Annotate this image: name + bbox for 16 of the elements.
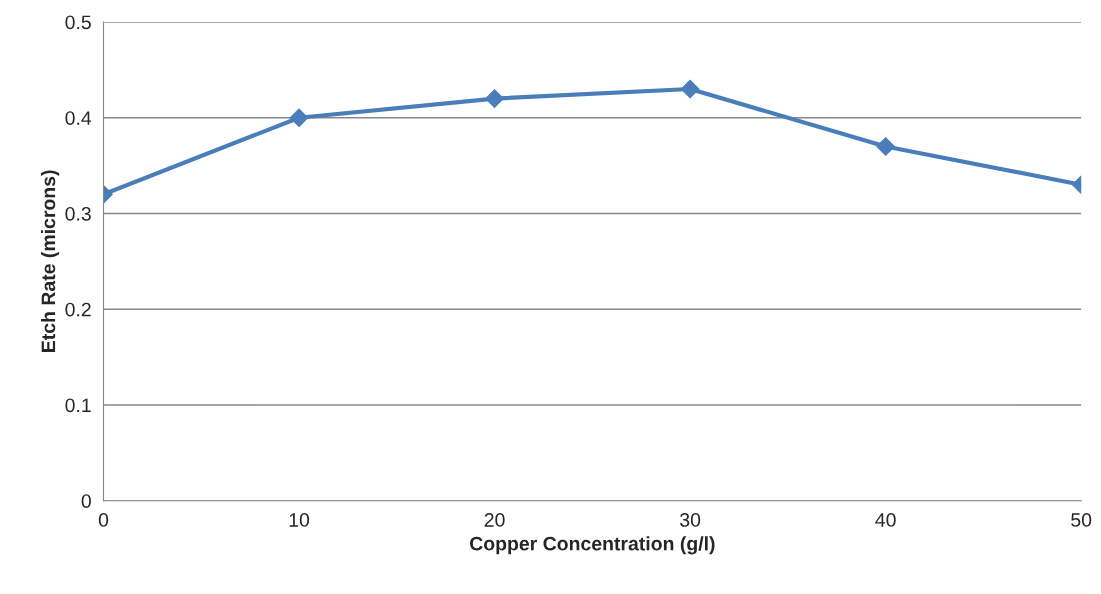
x-axis-title: Copper Concentration (g/l): [470, 536, 715, 555]
point: [680, 79, 700, 99]
y-axis-title: Etch Rate (microns): [40, 170, 60, 352]
x-tick-label: 40: [875, 513, 896, 527]
x-tick-label: 10: [289, 513, 310, 527]
y-tick-label: 0.1: [65, 398, 91, 413]
y-tick-label: 0.2: [65, 302, 91, 317]
point: [485, 89, 504, 108]
x-tick-label: 50: [1071, 513, 1092, 527]
y-tick-label: 0: [81, 494, 91, 508]
x-tick-label: 30: [680, 513, 701, 527]
x-tick-label: 20: [484, 513, 505, 527]
y-tick-label: 0.5: [65, 15, 91, 30]
x-tick-label: 0: [98, 513, 109, 527]
y-tick-label: 0.4: [65, 111, 92, 125]
y-tick-label: 0.3: [65, 206, 91, 221]
